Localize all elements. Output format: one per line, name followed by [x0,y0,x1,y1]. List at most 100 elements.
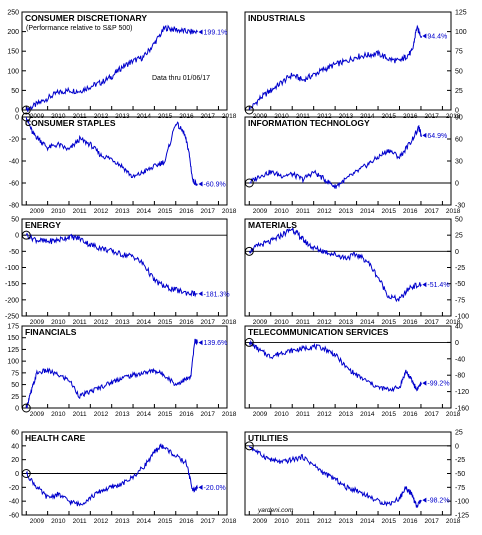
x-tick-label: 2014 [136,208,151,215]
y-tick-label: 50 [11,88,19,95]
y-tick-label: 50 [455,68,463,75]
x-tick-label: 2011 [296,518,310,525]
series-line [25,232,198,298]
x-tick-label: 2013 [339,518,354,525]
x-tick-label: 2015 [382,411,397,418]
x-tick-label: 2018 [222,518,237,525]
y-tick-label: 100 [455,29,467,36]
y-tick-label: 50 [455,217,463,224]
x-tick-label: 2015 [382,208,397,215]
y-tick-label: -25 [455,457,465,464]
panel-9: -125 -100 -75 -50 -25 0 25 2009 2010 2011 2012 2013… [244,430,469,525]
y-tick-label: -120 [455,389,469,396]
y-tick-label: 75 [455,49,463,56]
y-tick-label: -200 [5,297,19,304]
x-tick-label: 2017 [424,208,439,215]
y-tick-label: 40 [455,324,463,331]
start-marker [21,469,31,478]
y-tick-label: 250 [7,10,19,17]
chart-title: UTILITIES [248,433,288,443]
y-tick-label: -30 [455,203,465,210]
x-tick-label: 2017 [424,319,439,326]
series-line [248,445,422,509]
x-tick-label: 2017 [424,411,439,418]
y-tick-label: 0 [455,181,459,188]
y-tick-label: 25 [455,233,463,240]
y-tick-label: -20 [9,137,19,144]
x-tick-label: 2015 [158,518,173,525]
chart-title: MATERIALS [248,220,297,230]
y-tick-label: -50 [455,471,465,478]
x-tick-label: 2013 [339,208,354,215]
start-marker [21,112,31,122]
x-tick-label: 2016 [403,518,418,525]
x-tick-label: 2009 [253,518,268,525]
start-marker [244,337,254,347]
x-tick-label: 2010 [274,319,289,326]
chart-title: TELECOMMUNICATION SERVICES [248,327,389,337]
data-note: Data thru 01/06/17 [152,75,210,82]
series-line [25,338,198,409]
x-tick-label: 2012 [94,411,109,418]
y-tick-label: 30 [455,159,463,166]
x-tick-label: 2011 [73,208,87,215]
y-tick-label: 90 [455,115,463,122]
end-value-label: 94.4% [427,33,447,40]
x-tick-label: 2018 [222,411,237,418]
start-marker [21,105,31,115]
end-arrow-marker [198,291,203,297]
panel-frame [244,325,452,409]
y-tick-label: 75 [11,370,19,377]
x-tick-label: 2016 [403,411,418,418]
x-tick-label: 2012 [317,518,332,525]
x-tick-label: 2016 [179,518,194,525]
x-tick-label: 2009 [253,411,268,418]
y-tick-label: 0 [455,249,459,256]
y-tick-label: 100 [7,68,19,75]
x-tick-label: 2012 [94,319,109,326]
x-tick-label: 2016 [403,319,418,326]
y-tick-label: -160 [455,406,469,413]
x-tick-label: 2013 [115,319,130,326]
x-tick-label: 2011 [73,518,87,525]
x-tick-label: 2018 [446,518,461,525]
y-tick-label: -50 [455,281,465,288]
x-tick-label: 2014 [360,208,375,215]
y-tick-label: 25 [455,430,463,437]
x-tick-label: 2013 [339,319,354,326]
series-line [248,24,422,111]
x-tick-label: 2016 [403,208,418,215]
panel-3: -30 0 30 60 90 2009 2010 2011 2012 2013 2014 2015 20… [244,115,465,215]
x-tick-label: 2010 [51,518,66,525]
y-tick-label: -40 [455,356,465,363]
x-tick-label: 2018 [446,319,461,326]
start-marker [21,230,31,240]
x-tick-label: 2010 [51,208,66,215]
x-tick-label: 2012 [317,319,332,326]
x-tick-label: 2012 [317,411,332,418]
y-tick-label: 50 [11,217,19,224]
y-tick-label: 0 [15,233,19,240]
series-line [25,24,198,112]
y-tick-label: 0 [455,443,459,450]
x-tick-label: 2014 [360,411,375,418]
y-tick-label: -80 [455,373,465,380]
y-tick-label: -100 [455,314,469,321]
y-tick-label: 25 [11,394,19,401]
x-tick-label: 2017 [201,319,216,326]
x-tick-label: 2010 [51,411,66,418]
end-value-label: 199.1% [204,29,228,36]
x-tick-label: 2013 [115,411,130,418]
y-tick-label: 125 [7,347,19,354]
series-line [25,443,198,507]
x-tick-label: 2015 [158,319,173,326]
panel-5: -100 -75 -50 -25 0 25 50 2009 2010 2011 2012 2013 20… [244,217,469,326]
y-tick-label: 60 [455,137,463,144]
end-arrow-marker [422,380,427,386]
x-tick-label: 2015 [158,208,173,215]
start-marker [244,178,254,188]
chart-subtitle: (Performance relative to S&P 500) [26,25,132,32]
x-tick-label: 2018 [222,319,237,326]
